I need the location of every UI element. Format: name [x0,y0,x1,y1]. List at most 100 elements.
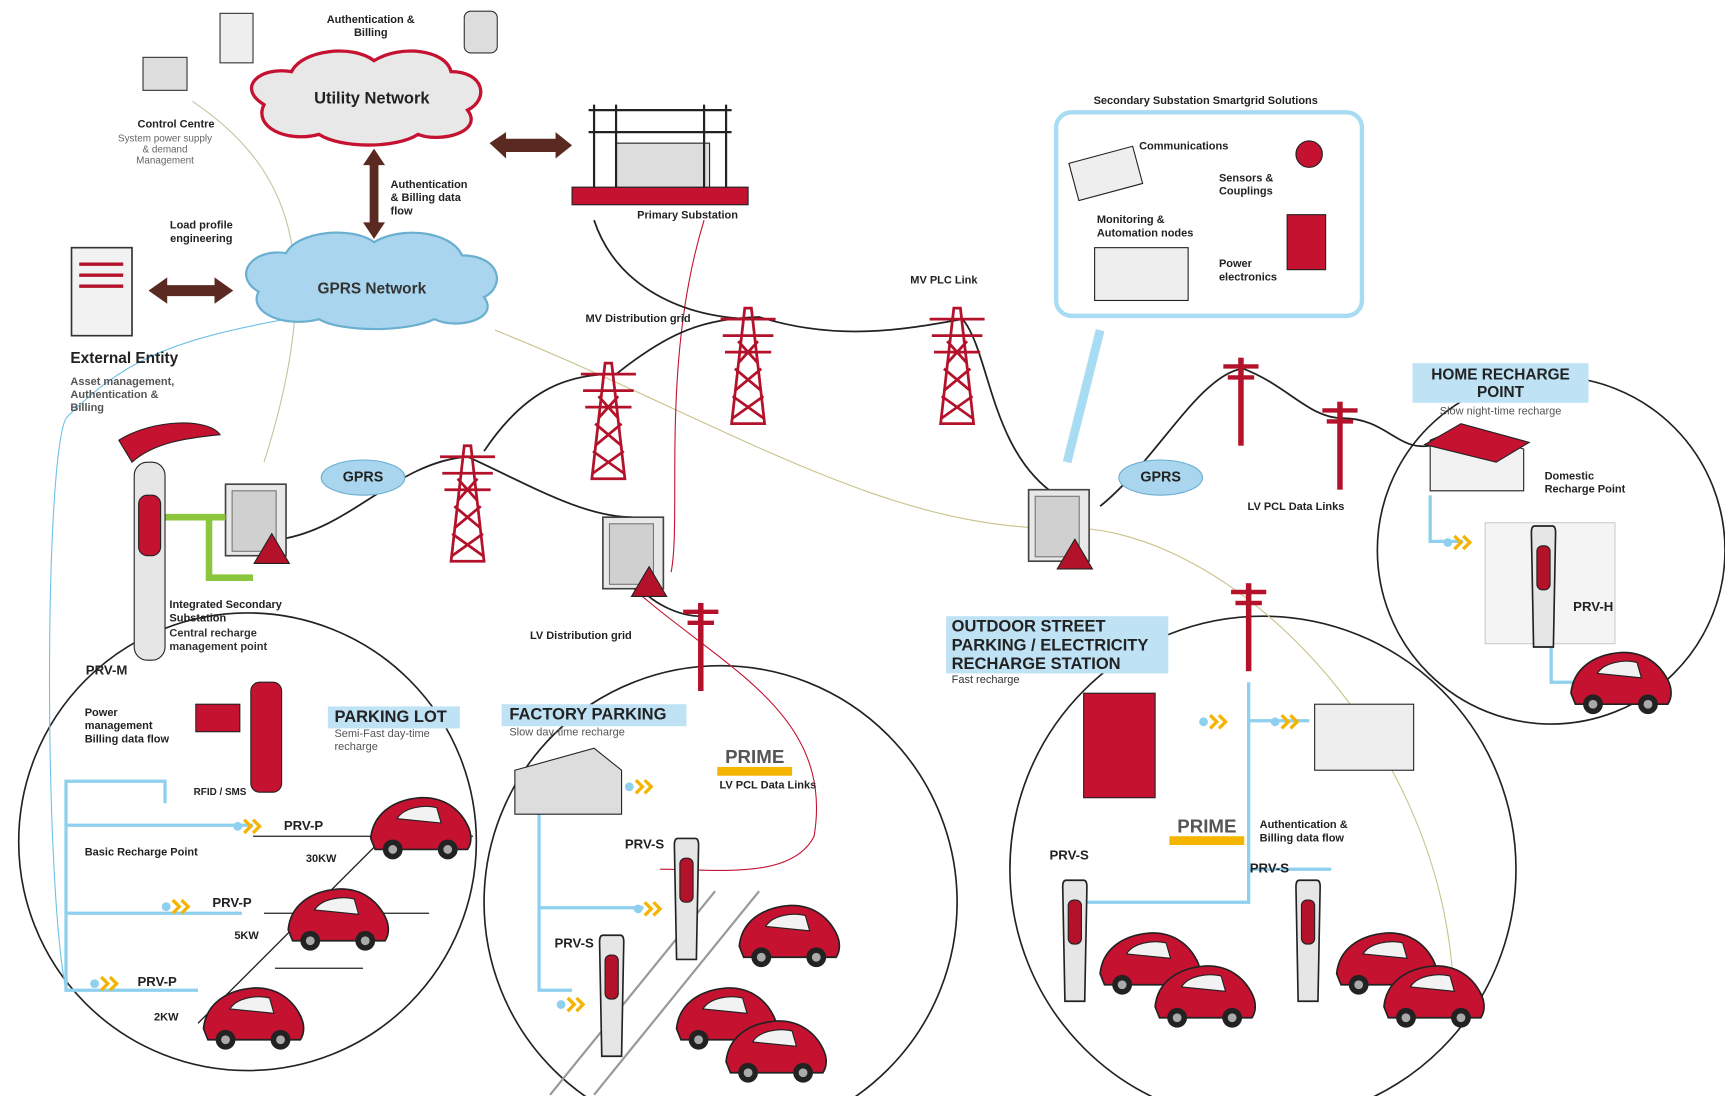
node-label: management [85,720,153,732]
node-label: Billing data flow [85,733,170,745]
office-building [1084,693,1156,798]
node-label: Authentication & [70,389,158,401]
flow-arrow [490,132,573,158]
node-label: PRV-P [212,895,252,910]
substation-cabinet [603,517,667,596]
car [204,988,304,1050]
monitor-icon [1095,248,1189,301]
node-label: MV PLC Link [910,275,978,287]
node-label: HOME RECHARGE [1431,366,1570,383]
computer-icon [143,57,187,90]
node-label: Billing [354,27,388,39]
substation-cabinet [226,484,290,563]
node-label: electronics [1219,271,1277,283]
node-label: & demand [142,144,187,155]
node-label: PRV-P [284,818,324,833]
pole [1231,583,1266,671]
node-label: PRV-S [625,837,665,852]
node-label: Authentication & [327,14,415,26]
node-label: Semi-Fast day-time [334,728,429,740]
electronics-icon [1287,215,1326,270]
node-label: RECHARGE STATION [952,655,1121,673]
node-label: Slow day-time recharge [509,727,625,739]
node-label: & Billing data [391,192,462,204]
pole [1322,402,1357,490]
charger-panel [139,495,161,556]
node-label: External Entity [70,350,178,367]
data-chevron [625,780,651,793]
node-label: PARKING / ELECTRICITY [952,636,1149,654]
node-label: Integrated Secondary [169,599,282,611]
charger [1296,880,1320,1001]
node-label: GPRS [343,469,384,485]
tower [440,446,495,562]
node-label: OUTDOOR STREET [952,618,1106,636]
charger [1063,880,1087,1001]
data-chevron [634,902,660,915]
node-label: System power supply [118,133,212,144]
cable [594,220,759,319]
card-icon [196,704,240,732]
node-label: Secondary Substation Smartgrid Solutions [1094,95,1318,107]
data-chevron [1199,715,1225,728]
node-label: Management [136,155,194,166]
node-label: LV Distribution grid [530,630,632,642]
charger-head [119,423,220,462]
car [1571,652,1671,714]
node-label: Substation [169,612,226,624]
node-label: Authentication & [1260,819,1348,831]
charger [674,838,698,959]
node-label: MV Distribution grid [586,313,691,325]
node-label: engineering [170,233,232,245]
node-label: GPRS Network [318,281,427,298]
node-label: Billing [70,402,104,414]
data-chevron [162,900,188,913]
node-label: Monitoring & [1097,214,1165,226]
node-label: Load profile [170,220,233,232]
node-label: LV PCL Data Links [1248,501,1345,513]
node-label: PRV-S [1250,861,1290,876]
charger [600,935,624,1056]
fuel-station [1315,704,1414,770]
solution-arrow [1067,330,1100,462]
data-chevron [90,977,116,990]
node-label: recharge [334,741,377,753]
node-label: Power [1219,258,1253,270]
node-label: PRV-P [138,974,178,989]
node-label: PRV-H [1573,599,1613,614]
tower [581,363,636,479]
node-label: Slow night-time recharge [1440,405,1562,417]
node-label: Recharge Point [1545,484,1626,496]
sensor-icon [1296,141,1322,167]
node-label: PRV-S [554,936,594,951]
car [288,889,388,951]
pole [1223,358,1258,446]
flow-arrow [149,277,234,303]
database-icon [464,11,497,53]
node-label: 5KW [234,930,259,942]
node-label: PRIME [725,746,784,767]
node-label: Central recharge [169,628,256,640]
logo-bar [717,767,792,776]
node-label: PARKING LOT [334,708,446,726]
node-label: PRV-M [86,663,128,678]
node-label: 2KW [154,1012,179,1024]
tower [721,308,776,424]
node-label: Control Centre [138,118,215,130]
node-label: Authentication [391,179,468,191]
node-label: PRV-S [1050,848,1090,863]
substation-cabinet [1029,490,1093,569]
node-label: Couplings [1219,185,1273,197]
node-label: Basic Recharge Point [85,847,198,859]
node-label: 30KW [306,853,337,865]
diagram: Authentication &BillingUtility NetworkCo… [0,0,1725,1096]
node-label: Utility Network [314,90,430,108]
node-label: Asset management, [70,376,174,388]
node-label: Fast recharge [952,674,1020,686]
node-label: FACTORY PARKING [509,706,666,724]
logo-bar [1169,836,1244,845]
server-icon [72,248,133,336]
primary-substation [572,105,748,205]
charger [1531,526,1555,647]
node-label: GPRS [1140,469,1181,485]
